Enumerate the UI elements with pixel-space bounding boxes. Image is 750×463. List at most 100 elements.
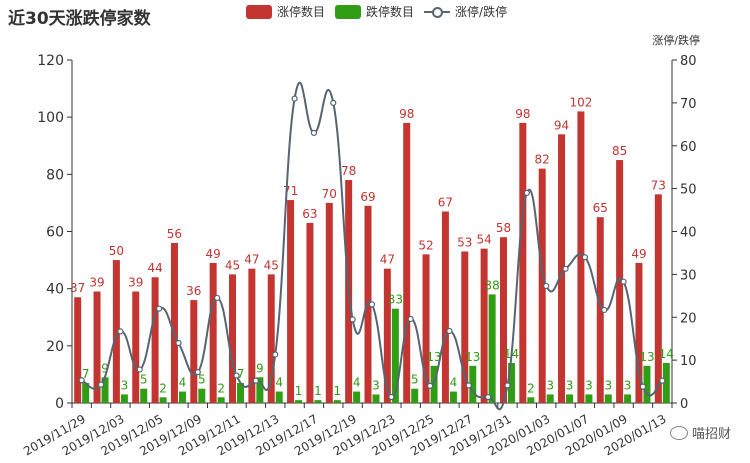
bar-limit-down [372,394,380,403]
data-label-limit-down: 13 [426,350,441,364]
y-right-tick-label: 50 [680,183,697,198]
data-label-limit-up: 50 [109,244,124,258]
ratio-point [581,254,589,261]
bar-limit-up [461,251,469,403]
bar-limit-up [577,111,585,403]
ratio-line [81,81,663,411]
right-axis-name: 涨停/跌停 [652,34,700,47]
bar-limit-up [616,160,624,403]
ratio-point [136,366,143,373]
bar-limit-down [391,308,399,403]
data-label-limit-up: 37 [70,281,85,295]
ratio-point [601,306,608,314]
bar-limit-up [383,268,391,403]
bar-limit-up [519,122,527,403]
y-left-tick-label: 40 [46,282,64,298]
ratio-point [175,339,182,347]
data-label-limit-down: 3 [624,378,632,392]
bar-limit-down [82,382,90,403]
data-label-limit-up: 78 [341,164,356,178]
data-label-limit-up: 98 [399,107,414,121]
bar-limit-down [449,391,457,403]
bar-limit-down [604,394,612,403]
legend-item-limit-up[interactable]: 涨停数目 [246,3,325,20]
bar-limit-up [209,262,217,403]
ratio-point [465,382,472,389]
data-label-limit-up: 69 [360,190,375,204]
watermark-text: 喵招财 [691,427,731,442]
bar-limit-up [306,222,314,403]
bar-limit-down [469,365,477,403]
ratio-point [485,393,492,401]
bar-limit-up [403,122,411,403]
y-left-tick-label: 20 [46,339,64,355]
bar-limit-up [151,277,159,403]
chart-title: 近30天涨跌停家数 [8,9,151,29]
ratio-point [523,189,530,197]
y-right-tick-label: 60 [680,140,697,155]
data-label-limit-down: 13 [639,350,654,364]
data-label-limit-up: 52 [418,238,433,252]
ratio-point [659,377,666,384]
data-label-limit-up: 58 [496,221,511,235]
bar-limit-down [256,377,264,403]
ratio-point [426,382,434,389]
bar-limit-up [325,202,333,403]
bar-limit-down [237,382,245,403]
legend-item-limit-down[interactable]: 跌停数目 [335,3,414,20]
bar-limit-down [507,362,515,403]
data-label-limit-down: 2 [217,381,225,395]
data-label-limit-up: 45 [225,258,240,272]
bar-limit-up [499,237,507,403]
data-label-limit-down: 3 [566,378,574,392]
bar-limit-up [287,200,295,403]
bar-limit-up [267,274,275,403]
data-label-limit-down: 3 [604,378,612,392]
data-label-limit-down: 9 [101,361,109,375]
data-label-limit-down: 33 [388,293,403,307]
wechat-icon [669,425,688,440]
ratio-point [543,282,550,290]
bar-limit-up [170,242,178,403]
bar-limit-up [248,268,256,403]
bar-limit-down [159,397,167,403]
data-label-limit-down: 1 [314,384,322,398]
data-label-limit-down: 3 [121,378,129,392]
legend-label-limit-down: 跌停数目 [366,5,415,19]
legend-item-ratio[interactable]: 涨停/跌停 [424,3,507,20]
data-label-limit-up: 47 [380,253,395,267]
bar-limit-down [275,391,283,403]
data-label-limit-up: 49 [631,247,646,261]
y-right-tick-label: 40 [680,226,697,241]
data-label-limit-up: 45 [264,258,279,272]
data-label-limit-up: 67 [438,195,453,209]
bar-limit-up [112,260,120,403]
data-label-limit-down: 1 [295,384,303,398]
bar-limit-down [295,400,303,403]
ratio-point [407,315,414,323]
data-label-limit-down: 9 [256,361,264,375]
data-label-limit-up: 98 [515,107,530,121]
ratio-point [388,393,395,401]
y-left-tick-label: 120 [37,53,64,69]
bar-limit-down [101,377,109,403]
bar-limit-up [74,297,82,403]
bar-limit-up [190,300,198,403]
data-label-limit-down: 4 [275,376,283,390]
data-label-limit-down: 5 [140,373,148,387]
y-left-tick-label: 0 [55,396,64,412]
data-label-limit-up: 39 [89,276,104,290]
legend: 涨停数目 跌停数目 涨停/跌停 [246,3,517,20]
bar-limit-down [120,394,128,403]
y-right-tick-label: 30 [680,268,697,283]
data-label-limit-up: 63 [302,207,317,221]
bar-limit-down [643,365,651,403]
bar-limit-down [488,294,496,403]
bar-limit-down [585,394,593,403]
ratio-point [368,301,376,308]
bar-limit-down [198,388,206,403]
data-label-limit-up: 36 [186,284,201,298]
data-label-limit-up: 85 [612,144,627,158]
y-right-tick-label: 70 [680,97,697,112]
